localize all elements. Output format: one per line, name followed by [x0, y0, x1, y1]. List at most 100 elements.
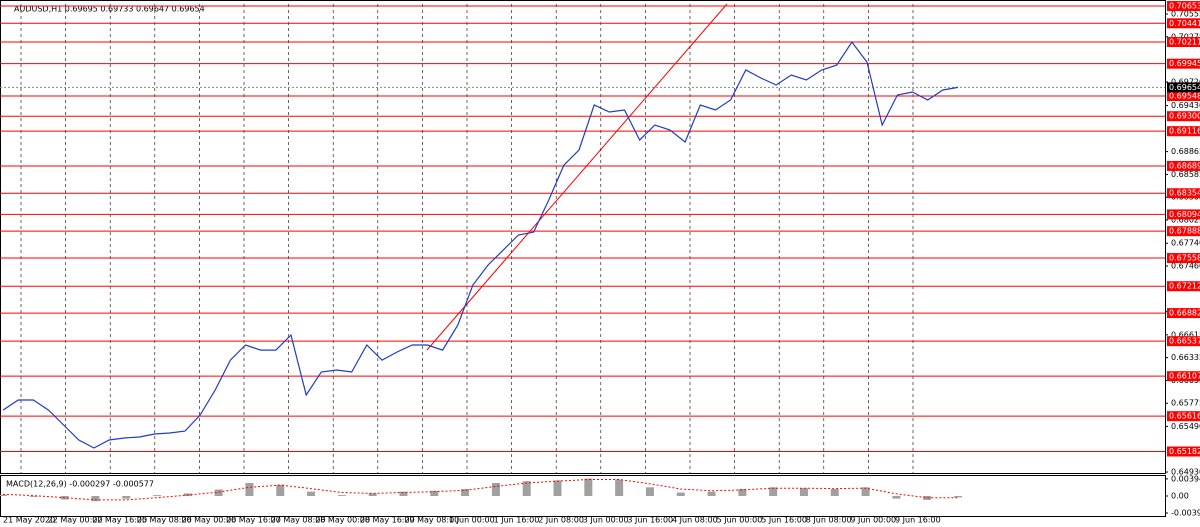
macd-bar	[830, 489, 839, 496]
macd-bar	[430, 490, 439, 496]
price-level-label: 0.69548	[1169, 92, 1200, 101]
x-tick-label: 8 Jun 08:00	[806, 516, 852, 525]
price-level-label: 0.66882	[1169, 309, 1200, 318]
macd-bar	[923, 496, 932, 500]
macd-bar	[861, 487, 870, 496]
price-level-tag	[1167, 111, 1200, 122]
macd-bar	[29, 496, 38, 497]
current-price-tag	[1167, 82, 1200, 93]
price-level-label: 0.69945	[1169, 59, 1200, 68]
y-tick-label: 0.66615	[1171, 330, 1200, 339]
x-tick-label: 22 May 16:00	[92, 516, 147, 525]
price-level-label: 0.66537	[1169, 337, 1200, 346]
price-level-tag	[1167, 336, 1200, 347]
price-level-tag	[1167, 1, 1200, 12]
current-price-label: 0.69654	[1169, 83, 1200, 92]
price-level-label: 0.67212	[1169, 282, 1200, 291]
x-tick-label: 26 May 16:00	[226, 516, 281, 525]
price-level-label: 0.65616	[1169, 412, 1200, 421]
y-tick-label: 0.70275	[1171, 32, 1200, 41]
y-tick-label: 0.68865	[1171, 147, 1200, 156]
price-line	[2, 40, 959, 449]
macd-bar	[91, 496, 100, 502]
y-tick-label: 0.00	[1171, 492, 1189, 501]
x-tick-label: 29 May 08:00	[404, 516, 459, 525]
price-level-tag	[1167, 91, 1200, 102]
x-tick-label: 9 Jun 16:00	[895, 516, 941, 525]
macd-bar	[491, 482, 500, 496]
y-tick-label: 0.003941	[1171, 474, 1200, 483]
macd-bar	[954, 496, 962, 498]
price-level-tag	[1167, 308, 1200, 319]
macd-bar	[307, 491, 316, 496]
macd-bar	[769, 487, 778, 496]
price-level-tag	[1167, 411, 1200, 422]
x-tick-label: 21 May 2020	[3, 516, 55, 525]
x-tick-label: 4 Jun 08:00	[672, 516, 718, 525]
macd-bar	[337, 495, 346, 496]
y-tick-label: 0.65775	[1171, 399, 1200, 408]
price-level-label: 0.68094	[1169, 210, 1200, 219]
price-level-tag	[1167, 446, 1200, 457]
price-level-tag	[1167, 209, 1200, 220]
x-tick-label: 3 Jun 00:00	[583, 516, 629, 525]
price-level-tag	[1167, 18, 1200, 29]
price-level-label: 0.65182	[1169, 447, 1200, 456]
x-tick-label: 25 May 08:00	[137, 516, 192, 525]
x-tick-label: 1 Jun 16:00	[494, 516, 540, 525]
price-level-label: 0.69116	[1169, 127, 1200, 136]
macd-bar	[584, 478, 593, 496]
price-level-tag	[1167, 37, 1200, 48]
macd-bar	[799, 488, 808, 496]
macd-bar	[676, 492, 685, 496]
macd-title: MACD(12,26,9) -0.000297 -0.000577	[6, 480, 154, 489]
macd-bar	[0, 494, 7, 496]
y-tick-label: -0.003915	[1171, 509, 1200, 518]
price-level-label: 0.68689	[1169, 161, 1200, 170]
price-level-tag	[1167, 126, 1200, 137]
macd-bar	[892, 496, 901, 499]
macd-bar	[399, 491, 408, 496]
macd-bar	[153, 495, 162, 496]
price-level-label: 0.70441	[1169, 19, 1200, 28]
price-level-tag	[1167, 160, 1200, 171]
macd-bar	[461, 489, 470, 496]
price-level-label: 0.67558	[1169, 254, 1200, 263]
y-tick-label: 0.68025	[1171, 216, 1200, 225]
x-tick-label: 28 May 00:00	[315, 516, 370, 525]
y-tick-label: 0.66335	[1171, 353, 1200, 362]
macd-bar	[553, 480, 562, 496]
price-level-tag	[1167, 253, 1200, 264]
y-tick-label: 0.68585	[1171, 170, 1200, 179]
macd-bar	[276, 484, 285, 496]
macd-bar	[368, 493, 377, 496]
price-level-label: 0.70653	[1169, 2, 1200, 11]
x-tick-label: 5 Jun 00:00	[717, 516, 763, 525]
trend-line	[426, 3, 728, 351]
price-level-label: 0.67888	[1169, 227, 1200, 236]
x-tick-label: 5 Jun 16:00	[761, 516, 807, 525]
macd-bar	[707, 491, 716, 496]
price-level-tag	[1167, 371, 1200, 382]
macd-bar	[615, 479, 624, 496]
price-level-label: 0.70211	[1169, 38, 1200, 47]
x-tick-label: 26 May 00:00	[181, 516, 236, 525]
y-tick-label: 0.70555	[1171, 10, 1200, 19]
macd-bar	[214, 489, 223, 496]
macd-bar	[245, 482, 254, 496]
x-tick-label: 9 Jun 00:00	[850, 516, 896, 525]
x-tick-label: 28 May 16:00	[360, 516, 415, 525]
x-tick-label: 27 May 08:00	[271, 516, 326, 525]
price-level-tag	[1167, 281, 1200, 292]
macd-panel	[0, 475, 1166, 517]
price-level-label: 0.68354	[1169, 189, 1200, 198]
macd-bar	[645, 487, 654, 496]
chart-title: AUDUSD,H1 0.69695 0.69733 0.69647 0.6965…	[14, 5, 205, 14]
